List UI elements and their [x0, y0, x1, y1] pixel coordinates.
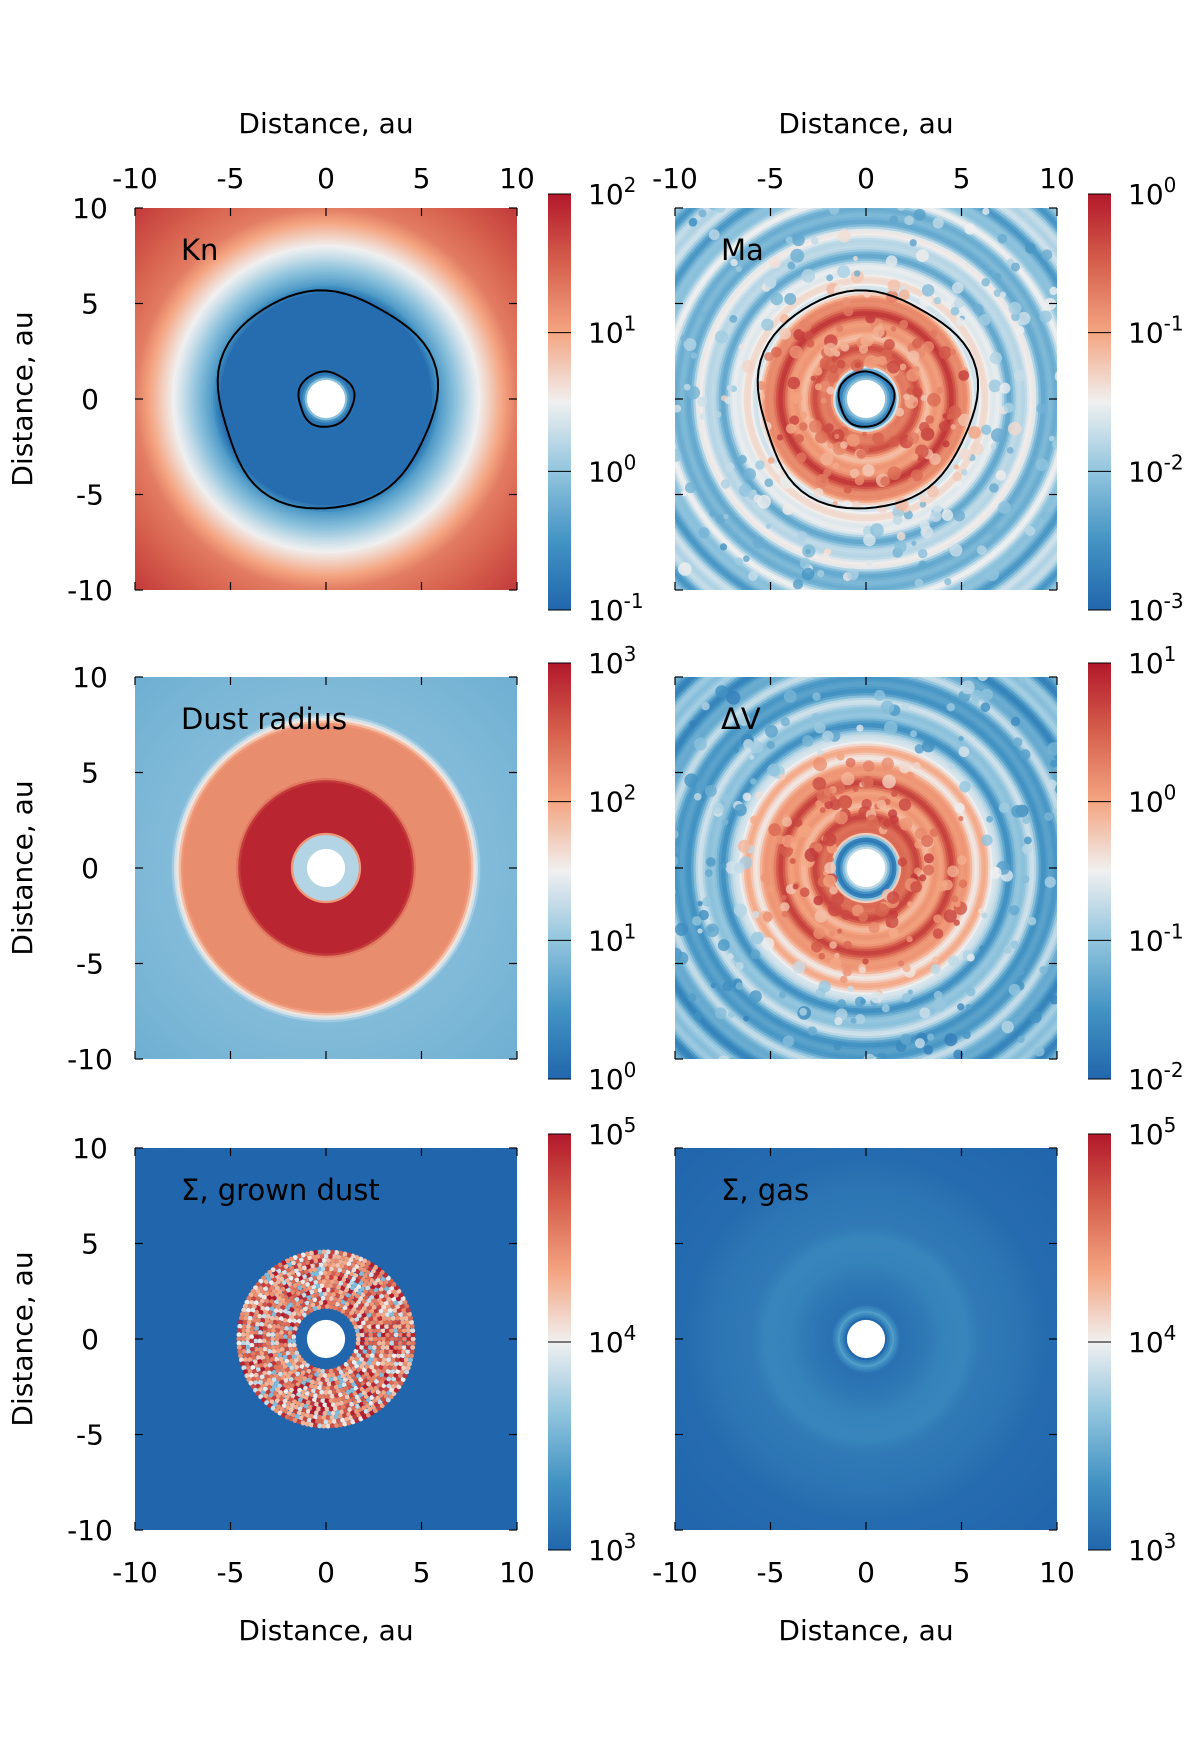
x-tick-label: 5	[953, 162, 971, 195]
y-tick-label: 5	[81, 1228, 99, 1261]
colorbar-tick-label: 105	[588, 1113, 636, 1151]
x-tick-label: -5	[757, 162, 785, 195]
panel-label: ΔV	[721, 702, 761, 736]
contour-line	[216, 289, 440, 510]
colorbar-tick-label: 103	[588, 642, 636, 680]
x-tick-label: -5	[217, 1556, 245, 1589]
colorbar-tick-label: 100	[1128, 173, 1176, 211]
colorbar-tick-label: 104	[588, 1321, 636, 1359]
colorbar-tick-label: 105	[1128, 1113, 1176, 1151]
contour-line	[297, 370, 356, 428]
x-tick-label: 0	[317, 1556, 335, 1589]
colorbar-tick-label: 104	[1128, 1321, 1176, 1359]
y-tick-label: 0	[81, 383, 99, 416]
heatmap-sigma-gas	[675, 1148, 1057, 1530]
central-hole	[846, 848, 886, 888]
heatmap-kn	[135, 208, 517, 590]
x-tick-label: 10	[1039, 162, 1075, 195]
colorbar-tick-label: 101	[588, 312, 636, 350]
y-tick-label: -10	[67, 1514, 113, 1547]
x-tick-label: 10	[499, 162, 535, 195]
panel-dust-radius: 10 5 0 -5 -10 Distance, au Dust radius 103 102 10…	[6, 642, 636, 1096]
colorbar-tick-label: 10-1	[1128, 919, 1184, 957]
x-tick-label: 0	[857, 1556, 875, 1589]
x-tick-label: -5	[757, 1556, 785, 1589]
y-tick-label: -5	[76, 948, 104, 981]
x-axis-label: Distance, au	[778, 1614, 953, 1647]
x-tick-label: 10	[1039, 1556, 1075, 1589]
x-tick-label: -5	[217, 162, 245, 195]
contour-line	[756, 289, 980, 510]
y-tick-label: -5	[76, 1419, 104, 1452]
y-tick-label: 10	[72, 192, 108, 225]
central-hole	[846, 1319, 886, 1359]
heatmap-delta-v	[675, 677, 1057, 1059]
colorbar-tick-label: 10-3	[1128, 589, 1184, 627]
panel-label: Σ, gas	[721, 1173, 809, 1207]
x-tick-label: 5	[953, 1556, 971, 1589]
x-axis-label: Distance, au	[778, 107, 953, 140]
x-tick-label: 5	[413, 1556, 431, 1589]
colorbar	[548, 194, 571, 610]
heatmap-dust-radius	[135, 677, 517, 1059]
x-tick-label: 10	[499, 1556, 535, 1589]
colorbar-tick-label: 103	[588, 1529, 636, 1567]
central-hole	[306, 379, 346, 419]
heatmap-sigma-grown-dust	[135, 1148, 517, 1530]
y-tick-label: -10	[67, 1043, 113, 1076]
y-tick-label: 0	[81, 852, 99, 885]
central-hole	[306, 1319, 346, 1359]
panel-label: Σ, grown dust	[181, 1173, 380, 1207]
colorbar	[1088, 663, 1111, 1079]
colorbar-tick-label: 10-2	[1128, 450, 1184, 488]
panel-delta-v: ΔV 101 100 10-1 10-2	[674, 642, 1184, 1096]
x-tick-label: -10	[652, 162, 698, 195]
y-tick-label: 0	[81, 1323, 99, 1356]
x-tick-label: -10	[112, 1556, 158, 1589]
panel-kn: -10 -5 0 5 10 10 5 0 -5 -10 Distance, au Distance, …	[6, 107, 644, 627]
colorbar-tick-label: 100	[588, 1058, 636, 1096]
y-tick-label: 5	[81, 288, 99, 321]
y-axis-label: Distance, au	[6, 1251, 39, 1426]
panel-sigma-gas: -10 -5 0 5 10 Distance, au Σ, gas 105 104 103	[652, 1113, 1176, 1647]
y-tick-label: 10	[72, 661, 108, 694]
panel-label: Dust radius	[181, 702, 347, 736]
y-tick-label: 10	[72, 1132, 108, 1165]
central-hole	[846, 379, 886, 419]
panel-label: Kn	[181, 233, 218, 267]
colorbar-tick-label: 10-2	[1128, 1058, 1184, 1096]
x-tick-label: 0	[857, 162, 875, 195]
y-tick-label: -5	[76, 479, 104, 512]
colorbar-tick-label: 102	[588, 173, 636, 211]
colorbar-tick-label: 103	[1128, 1529, 1176, 1567]
x-axis-label: Distance, au	[238, 1614, 413, 1647]
colorbar-tick-label: 101	[588, 919, 636, 957]
y-tick-label: -10	[67, 574, 113, 607]
panel-label: Ma	[721, 233, 764, 267]
central-hole	[306, 848, 346, 888]
y-axis-label: Distance, au	[6, 780, 39, 955]
contour-line	[837, 370, 896, 428]
x-axis-label: Distance, au	[238, 107, 413, 140]
colorbar-tick-label: 102	[588, 781, 636, 819]
heatmap-ma	[675, 208, 1057, 590]
x-tick-label: 0	[317, 162, 335, 195]
colorbar-tick-label: 100	[588, 450, 636, 488]
y-axis-label: Distance, au	[6, 311, 39, 486]
colorbar-tick-label: 10-1	[1128, 312, 1184, 350]
colorbar-tick-label: 100	[1128, 781, 1176, 819]
panel-ma: -10 -5 0 5 10 Distance, au Ma 100 10-1 10-2 10-3	[652, 107, 1184, 627]
colorbar	[548, 663, 571, 1079]
x-tick-label: 5	[413, 162, 431, 195]
x-tick-label: -10	[652, 1556, 698, 1589]
y-tick-label: 5	[81, 757, 99, 790]
colorbar-tick-label: 10-1	[588, 589, 644, 627]
x-tick-label: -10	[112, 162, 158, 195]
colorbar	[1088, 194, 1111, 610]
colorbar-tick-label: 101	[1128, 642, 1176, 680]
